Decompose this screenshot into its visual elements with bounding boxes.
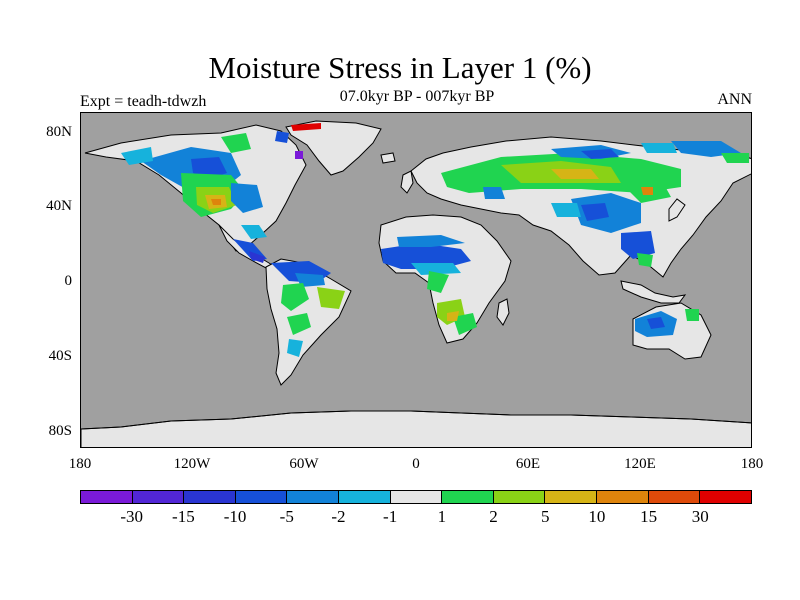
colorbar-swatch (287, 491, 340, 503)
colorbar-swatch (648, 491, 701, 503)
anomaly-patch (211, 199, 221, 205)
anomaly-patch (581, 149, 619, 159)
anomaly-patch (241, 225, 267, 239)
lon-tick-label: 60W (289, 456, 319, 472)
anomaly-patch (641, 187, 653, 195)
map-panel (80, 112, 752, 448)
colorbar-swatch (493, 491, 546, 503)
lon-tick-label: 120E (624, 456, 656, 472)
colorbar-swatch (545, 491, 598, 503)
colorbar-swatch (339, 491, 391, 503)
anomaly-patch (721, 153, 749, 163)
colorbar-label: -1 (383, 507, 398, 526)
colorbar-label: 15 (640, 507, 658, 526)
lon-tick-label: 180 (740, 456, 764, 472)
anomaly-patch (249, 251, 265, 263)
anomaly-patch (427, 271, 449, 293)
lon-tick-label: 120W (173, 456, 211, 472)
colorbar-swatch (132, 491, 185, 503)
world-map (81, 120, 751, 447)
colorbar-label: 10 (588, 507, 606, 526)
lat-tick-label: 40N (46, 198, 72, 214)
southeast-asia-islands-land (620, 280, 687, 304)
anomaly-patch (231, 183, 263, 213)
british-isles-land (400, 170, 414, 194)
colorbar-label: -15 (172, 507, 195, 526)
season-label: ANN (717, 91, 752, 108)
colorbar-swatch (597, 491, 649, 503)
colorbar-swatch (390, 491, 443, 503)
anomaly-patch (191, 157, 227, 179)
colorbar-swatch (81, 491, 133, 503)
anomaly-patch (281, 283, 309, 311)
lon-tick-label: 60E (515, 456, 541, 472)
colorbar (80, 490, 752, 504)
chart-title: Moisture Stress in Layer 1 (%) (208, 50, 592, 85)
anomaly-patch (381, 243, 471, 269)
iceland-land (380, 152, 396, 164)
coastlines (81, 410, 751, 430)
colorbar-swatch (700, 491, 751, 503)
experiment-label: Expt = teadh-tdwzh (80, 93, 207, 110)
colorbar-label: 5 (540, 507, 550, 526)
lat-tick-label: 80N (46, 124, 72, 140)
anomaly-patch (483, 187, 505, 199)
colorbar-swatch (442, 491, 494, 503)
colorbar-label: -5 (279, 507, 294, 526)
lat-tick-label: 0 (64, 273, 73, 289)
coastline (81, 410, 751, 430)
time-range-subtitle: 07.0kyr BP - 007kyr BP (339, 88, 495, 105)
colorbar-label: -10 (223, 507, 247, 526)
lon-tick-label: 180 (68, 456, 92, 472)
anomaly-patch (581, 203, 609, 221)
antarctica-land (81, 410, 751, 447)
anomaly-patch (411, 263, 461, 275)
greenland-land (285, 120, 382, 176)
colorbar-label: 1 (437, 507, 447, 526)
anomaly-patch (453, 313, 477, 335)
anomaly-patch (447, 311, 459, 321)
anomaly-patch (287, 313, 311, 335)
anomaly-patch (275, 131, 289, 143)
anomaly-patch (551, 203, 581, 217)
anomaly-patch (647, 317, 665, 329)
anomaly-patch (685, 309, 699, 321)
anomaly-shading (121, 123, 749, 357)
colorbar-label: -30 (120, 507, 144, 526)
anomaly-patch (621, 231, 655, 259)
anomaly-patch (221, 133, 251, 153)
anomaly-patch (291, 123, 321, 131)
colorbar-swatch (184, 491, 236, 503)
lat-tick-label: 40S (48, 348, 72, 364)
anomaly-patch (397, 235, 465, 247)
anomaly-patch (637, 253, 653, 267)
anomaly-patch (551, 169, 599, 179)
anomaly-patch (287, 339, 303, 357)
colorbar-swatch (235, 491, 288, 503)
colorbar-label: 2 (489, 507, 498, 526)
madagascar-land (496, 298, 510, 326)
colorbar-label: 30 (691, 507, 709, 526)
lon-tick-label: 0 (412, 456, 420, 472)
anomaly-patch (295, 151, 303, 159)
lat-tick-label: 80S (48, 423, 72, 439)
anomaly-patch (641, 143, 677, 153)
colorbar-label: -2 (331, 507, 346, 526)
japan-land (668, 198, 686, 222)
anomaly-patch (317, 287, 345, 309)
anomaly-patch (121, 147, 153, 165)
